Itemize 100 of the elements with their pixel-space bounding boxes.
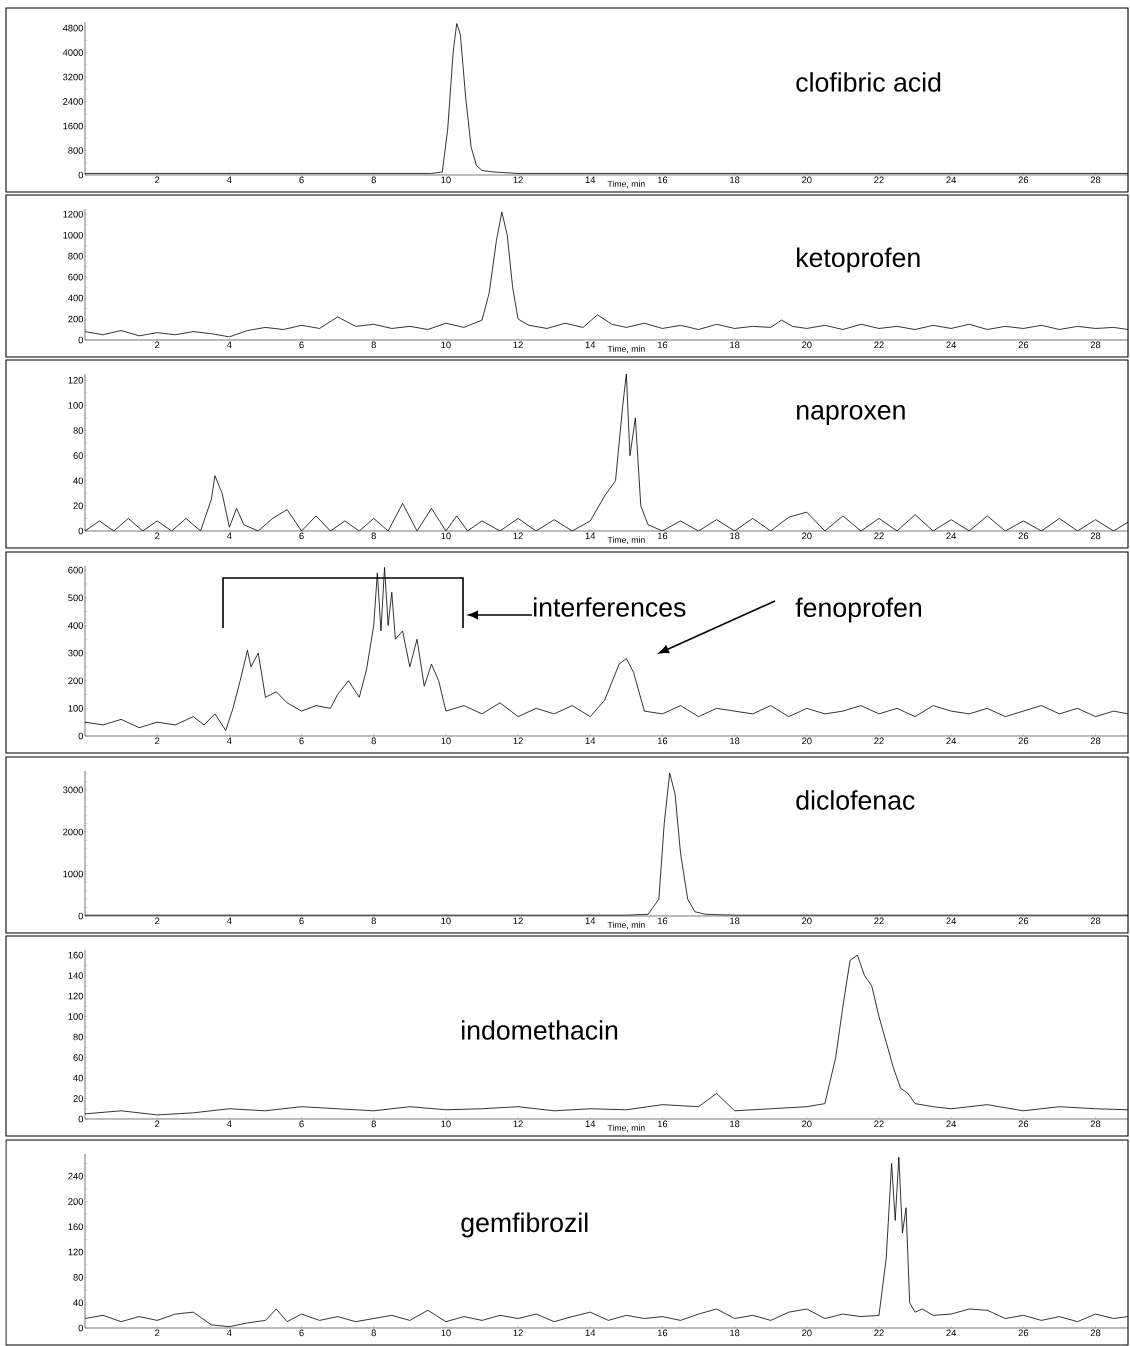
y-tick-label: 140: [68, 972, 84, 979]
x-tick-label: 12: [513, 176, 523, 184]
x-tick-label: 16: [657, 1329, 668, 1337]
x-tick-label: 26: [1018, 917, 1029, 925]
x-tick-label: 22: [874, 1120, 884, 1128]
x-tick-label: 24: [946, 176, 957, 184]
x-tick-label: 8: [371, 737, 376, 745]
x-tick-label: 20: [802, 737, 812, 745]
x-tick-label: 28: [1090, 1329, 1101, 1337]
y-tick-label: 100: [68, 705, 84, 712]
y-tick-label: 40: [73, 1299, 84, 1306]
y-tick-label: 200: [68, 315, 84, 323]
y-tick-label: 60: [73, 1054, 84, 1061]
x-tick-label: 14: [585, 532, 596, 540]
x-tick-label: 14: [585, 341, 596, 349]
x-tick-label: 6: [299, 917, 304, 925]
x-tick-label: 6: [299, 737, 304, 745]
x-tick-label: 24: [946, 917, 957, 925]
x-tick-label: 22: [874, 737, 884, 745]
x-tick-label: 22: [874, 917, 884, 925]
y-tick-label: 40: [73, 1074, 84, 1082]
text: indomethacin: [462, 1020, 618, 1040]
y-tick-label: 400: [68, 622, 84, 629]
y-tick-label: 600: [68, 273, 84, 281]
y-tick-label: 160: [68, 951, 84, 959]
x-tick-label: 14: [585, 737, 596, 745]
x-tick-label: 22: [874, 176, 884, 184]
y-tick-label: 2000: [63, 828, 84, 836]
x-tick-label: 24: [946, 1120, 957, 1128]
y-tick-label: 1000: [63, 870, 84, 878]
text: ketoprofen: [797, 247, 920, 273]
text: clofibric acid: [796, 72, 941, 92]
x-tick-label: 10: [441, 917, 451, 925]
y-tick-label: 800: [68, 147, 84, 154]
x-tick-label: 18: [730, 532, 740, 540]
x-tick-label: 2: [155, 917, 160, 925]
x-tick-label: 20: [802, 341, 812, 349]
x-tick-label: 10: [441, 341, 451, 349]
x-tick-label: 22: [874, 341, 884, 349]
text: gemfibrozil: [461, 1212, 588, 1238]
x-tick-label: 8: [371, 176, 376, 184]
y-tick-label: 0: [78, 912, 84, 920]
y-tick-label: 3200: [62, 73, 84, 81]
x-tick-label: 12: [513, 341, 523, 349]
x-tick-label: 20: [802, 176, 812, 184]
x-tick-label: 16: [657, 917, 668, 925]
x-tick-label: 10: [441, 1120, 451, 1128]
x-tick-label: 20: [802, 532, 812, 540]
x-tick-label: 6: [299, 176, 304, 184]
x-axis-title: Time, min: [607, 1124, 645, 1132]
x-tick-label: 2: [155, 1120, 160, 1128]
y-tick-label: 0: [78, 527, 84, 535]
x-tick-label: 16: [657, 1120, 668, 1128]
x-tick-label: 2: [155, 341, 160, 349]
x-tick-label: 4: [226, 1120, 232, 1128]
x-tick-label: 24: [946, 1329, 957, 1337]
x-tick-label: 12: [513, 917, 523, 925]
x-tick-label: 16: [657, 532, 668, 540]
x-tick-label: 10: [441, 737, 451, 745]
y-tick-label: 1200: [63, 210, 84, 218]
y-tick-label: 1600: [63, 122, 84, 130]
x-tick-label: 10: [441, 532, 451, 540]
y-tick-label: 200: [68, 1198, 84, 1205]
y-tick-label: 4800: [62, 24, 84, 32]
x-tick-label: 26: [1018, 176, 1029, 184]
x-tick-label: 28: [1090, 176, 1101, 184]
x-tick-label: 26: [1018, 737, 1029, 745]
y-tick-label: 20: [73, 1095, 84, 1102]
x-tick-label: 28: [1090, 341, 1101, 349]
x-tick-label: 4: [226, 737, 232, 745]
x-tick-label: 2: [155, 1329, 160, 1337]
y-tick-label: 80: [73, 427, 84, 434]
y-tick-label: 500: [68, 594, 84, 602]
text: diclofenac: [796, 790, 915, 810]
x-tick-label: 10: [441, 176, 451, 184]
x-tick-label: 6: [299, 1120, 304, 1128]
y-tick-label: 80: [73, 1033, 84, 1041]
x-tick-label: 12: [513, 1120, 523, 1128]
x-tick-label: 18: [730, 341, 740, 349]
y-tick-label: 100: [68, 1013, 84, 1020]
x-tick-label: 18: [730, 917, 740, 925]
x-tick-label: 8: [371, 532, 376, 540]
x-tick-label: 2: [155, 737, 160, 745]
x-tick-label: 4: [226, 341, 232, 349]
x-tick-label: 28: [1090, 917, 1101, 925]
x-tick-label: 18: [730, 737, 740, 745]
x-tick-label: 4: [226, 917, 232, 925]
x-tick-label: 24: [946, 737, 957, 745]
x-tick-label: 8: [371, 341, 376, 349]
x-tick-label: 28: [1090, 532, 1101, 540]
y-tick-label: 3000: [62, 786, 84, 794]
x-tick-label: 8: [371, 917, 376, 925]
x-axis-title: Time, min: [607, 345, 645, 353]
x-tick-label: 24: [946, 532, 957, 540]
y-tick-label: 0: [78, 1115, 84, 1123]
x-tick-label: 14: [585, 1120, 596, 1128]
x-tick-label: 12: [513, 737, 523, 745]
x-tick-label: 26: [1018, 1329, 1029, 1337]
text: naproxen: [797, 405, 905, 425]
x-tick-label: 8: [371, 1120, 376, 1128]
